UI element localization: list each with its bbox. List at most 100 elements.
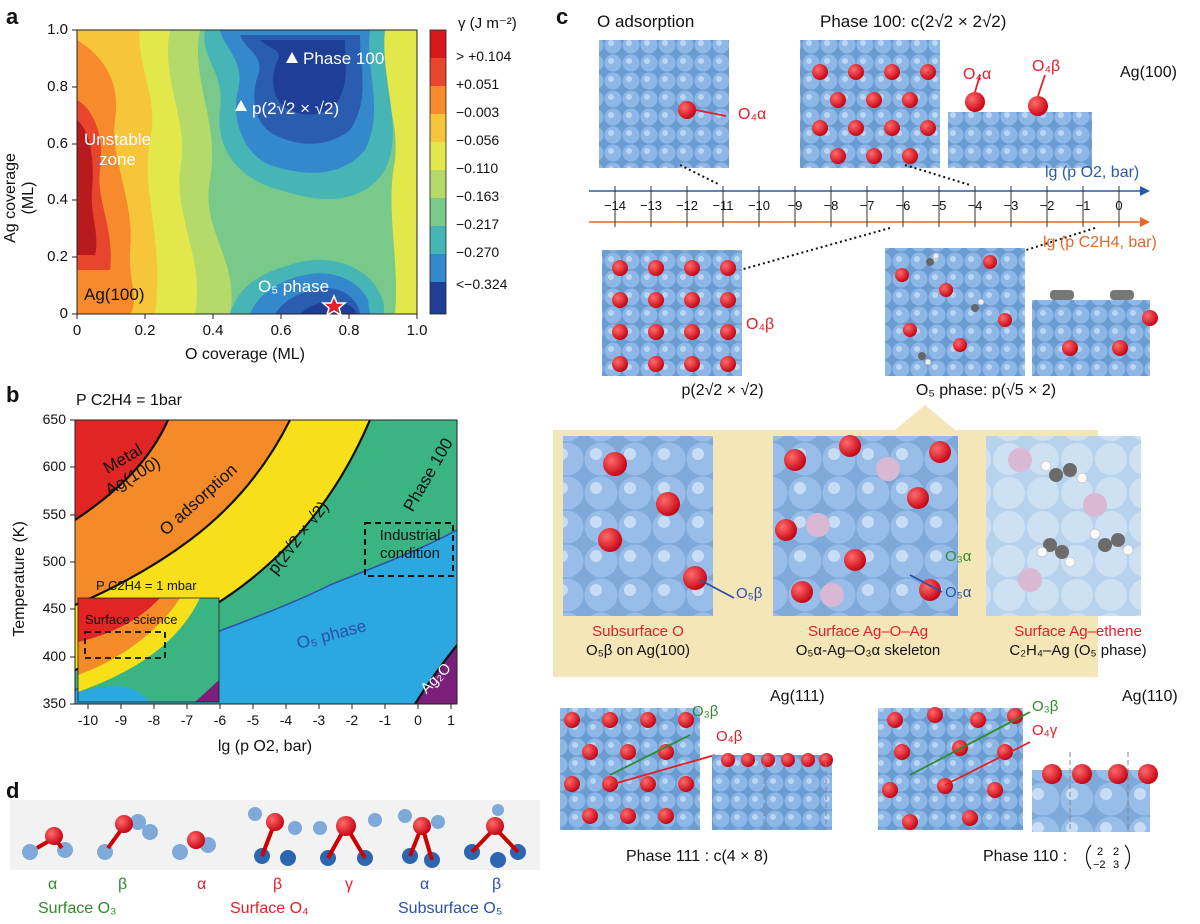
- b-inset-pressure: P C2H4 = 1 mbar: [96, 578, 197, 593]
- b-pressure-label: P C2H4 = 1bar: [76, 392, 182, 409]
- o5-star-marker: [320, 294, 348, 317]
- c-p22-caption: p(2√2 × √2): [681, 382, 764, 399]
- industrial-box: [364, 522, 454, 577]
- b-ylabel-wrap: Temperature (K): [10, 520, 30, 640]
- c-o4a-left: O₄α: [738, 106, 767, 123]
- b-xlabel: lg (p O2, bar): [217, 738, 313, 755]
- cb-label-0: > +0.104: [456, 48, 512, 64]
- b-xtick-5: -5: [246, 712, 260, 728]
- d-greek-0: α: [48, 876, 58, 893]
- c-surf-ag-desc: O₅α-Ag–O₃α skeleton: [795, 642, 941, 659]
- phase100-marker: [286, 52, 298, 63]
- subsurface-o5-beta: [464, 804, 526, 868]
- b-ytick-3: 500: [42, 553, 66, 569]
- c-caption-subsurface: Subsurface O O₅β on Ag(100): [558, 622, 718, 660]
- panel-d-molecules: [10, 800, 540, 870]
- c-tick-8: −6: [895, 198, 911, 213]
- b-ytick-4: 550: [42, 506, 66, 522]
- c-axis-o2: lg (p O2, bar): [1045, 164, 1140, 181]
- c-tick-0: −14: [603, 198, 627, 213]
- a-xtick-1: 0.2: [134, 322, 156, 339]
- c-tick-1: −13: [639, 198, 663, 213]
- c-ag110: Ag(110): [1122, 688, 1178, 705]
- c-o5a: O₅α: [945, 584, 972, 601]
- cb-label-5: −0.163: [456, 188, 500, 204]
- b-xtick-2: -8: [147, 712, 161, 728]
- c-tick-5: −9: [787, 198, 803, 213]
- c-ethene-desc: C₂H₄–Ag (O₅ phase): [1009, 642, 1147, 659]
- c-tick-6: −8: [823, 198, 839, 213]
- b-xtick-3: -7: [180, 712, 194, 728]
- a-ytick-2: 0.4: [47, 191, 68, 208]
- annot-o5: O₅ phase: [258, 277, 330, 296]
- c-tick-9: −5: [931, 198, 947, 213]
- surface-o4-gamma: [313, 813, 382, 866]
- a-xtick-5: 1.0: [406, 322, 428, 339]
- c-o4b-mid: O₄β: [746, 316, 775, 333]
- c-tick-2: −12: [675, 198, 699, 213]
- p22-marker: [235, 100, 247, 111]
- c-o5b: O₅β: [736, 585, 763, 602]
- c-tick-13: −1: [1075, 198, 1091, 213]
- a-ytick-1: 0.2: [47, 248, 68, 265]
- b-xtick-0: -10: [77, 712, 99, 728]
- cb-label-4: −0.110: [456, 160, 499, 176]
- surface-science-label: Surface science: [85, 612, 178, 627]
- c-ag100: Ag(100): [1120, 64, 1177, 81]
- a-xtick-2: 0.4: [202, 322, 224, 339]
- cb-label-7: −0.270: [456, 244, 500, 260]
- c-caption-ethene: Surface Ag–ethene C₂H₄–Ag (O₅ phase): [988, 622, 1168, 660]
- industrial-label: Industrial condition: [379, 527, 441, 562]
- panel-b-phase-diagram: [70, 419, 458, 709]
- a-xtick-0: 0: [72, 322, 82, 339]
- c-tick-12: −2: [1039, 198, 1055, 213]
- svg-text:−2: −2: [1093, 859, 1106, 871]
- c-ethene-title: Surface Ag–ethene: [1014, 623, 1142, 640]
- b-xtick-8: -2: [345, 712, 359, 728]
- panel-a-ylabel: Ag coverage (ML): [2, 153, 37, 243]
- b-xtick-7: -3: [312, 712, 326, 728]
- colorbar-title: γ (J m⁻²): [458, 15, 517, 32]
- annot-p22: p(2√2 × √2): [252, 99, 340, 118]
- c-tick-10: −4: [967, 198, 983, 213]
- c-ag111: Ag(111): [770, 688, 825, 705]
- cb-label-3: −0.056: [456, 132, 500, 148]
- a-ytick-4: 0.8: [47, 78, 68, 95]
- c-surf-ag-title: Surface Ag–O–Ag: [807, 623, 929, 640]
- panel-letter-b: b: [6, 382, 20, 407]
- c-o3b-110: O₃β: [1032, 698, 1059, 715]
- cb-label-8: <−0.324: [456, 276, 508, 292]
- d-greek-1: β: [118, 876, 128, 893]
- d-greek-2: α: [197, 876, 207, 893]
- c-o-adsorption: O adsorption: [597, 12, 695, 31]
- a-ytick-5: 1.0: [47, 21, 68, 38]
- panel-letter-a: a: [6, 4, 19, 29]
- c-o3b-111: O₃β: [692, 703, 719, 720]
- colorbar: [429, 29, 447, 315]
- c-o4b: O₄β: [1032, 58, 1061, 75]
- c-tick-14: 0: [1115, 198, 1123, 213]
- panel-a-ylabel-wrap: Ag coverage (ML): [2, 130, 37, 250]
- annot-ag100: Ag(100): [84, 285, 145, 304]
- d-greek-4: γ: [345, 876, 353, 893]
- svg-text:3: 3: [1113, 859, 1119, 871]
- a-ytick-0: 0: [59, 305, 68, 322]
- b-ytick-2: 450: [42, 600, 66, 616]
- b-xtick-10: 0: [414, 712, 422, 728]
- cb-label-1: +0.051: [456, 76, 500, 92]
- subsurface-o5-alpha: [398, 809, 445, 868]
- c-o5-caption: O₅ phase: p(√5 × 2): [915, 382, 1057, 399]
- panel-a-contour-map: [72, 29, 447, 319]
- panel-c-structures: [553, 40, 1158, 832]
- a-xtick-3: 0.6: [270, 322, 292, 339]
- svg-text:2: 2: [1113, 846, 1119, 858]
- a-xtick-4: 0.8: [338, 322, 360, 339]
- c-tick-11: −3: [1003, 198, 1019, 213]
- b-ylabel: Temperature (K): [11, 521, 28, 637]
- c-caption-surface-ag: Surface Ag–O–Ag O₅α-Ag–O₃α skeleton: [768, 622, 968, 660]
- surface-o4-alpha: [172, 831, 216, 860]
- d-greek-3: β: [273, 876, 283, 893]
- annot-unstable: Unstable zone: [83, 130, 152, 169]
- c-o4b-111: O₄β: [716, 728, 743, 745]
